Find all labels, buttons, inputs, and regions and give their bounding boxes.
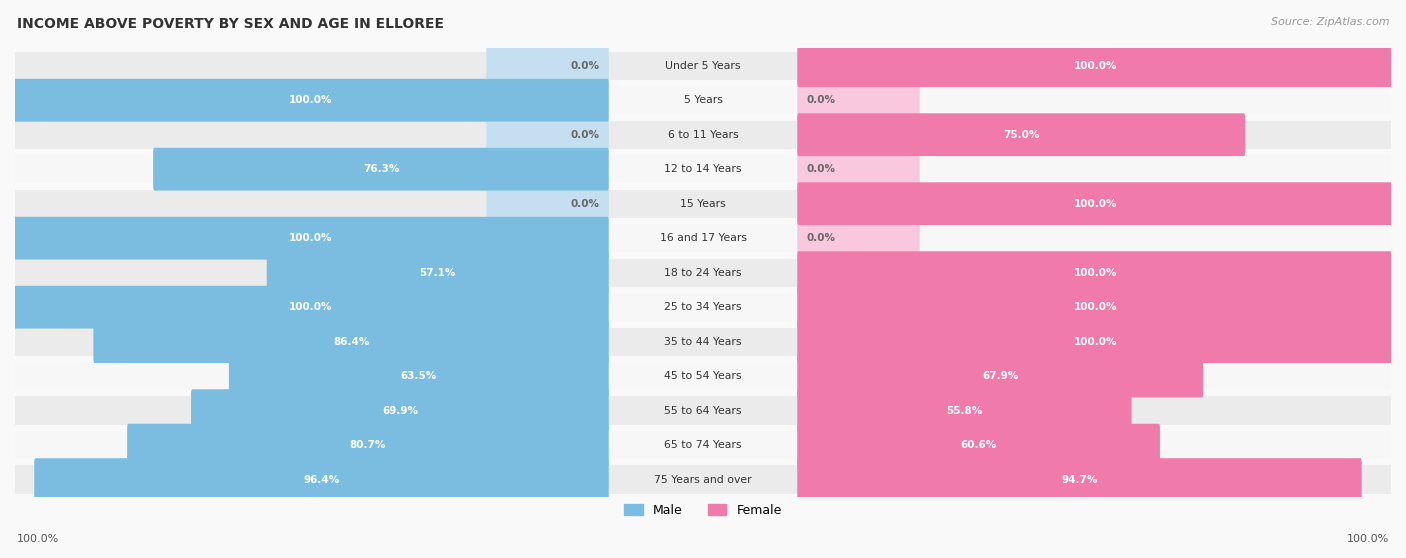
Text: 100.0%: 100.0% <box>290 233 333 243</box>
Text: 0.0%: 0.0% <box>571 199 600 209</box>
Bar <box>15 224 1391 252</box>
Text: 35 to 44 Years: 35 to 44 Years <box>664 336 742 347</box>
Text: 80.7%: 80.7% <box>350 440 387 450</box>
Text: 100.0%: 100.0% <box>1073 302 1116 312</box>
Bar <box>15 362 1391 390</box>
FancyBboxPatch shape <box>191 389 609 432</box>
Text: 0.0%: 0.0% <box>571 61 600 71</box>
Bar <box>15 258 1391 287</box>
Text: 60.6%: 60.6% <box>960 440 997 450</box>
Bar <box>15 51 1391 80</box>
FancyBboxPatch shape <box>34 458 609 501</box>
FancyBboxPatch shape <box>797 79 920 122</box>
FancyBboxPatch shape <box>797 286 1393 329</box>
FancyBboxPatch shape <box>797 148 920 191</box>
FancyBboxPatch shape <box>229 355 609 397</box>
Text: 57.1%: 57.1% <box>419 268 456 278</box>
Text: 63.5%: 63.5% <box>401 371 437 381</box>
Text: 100.0%: 100.0% <box>1347 534 1389 544</box>
FancyBboxPatch shape <box>797 355 1204 397</box>
Bar <box>15 431 1391 459</box>
Bar <box>15 397 1391 425</box>
Text: 15 Years: 15 Years <box>681 199 725 209</box>
FancyBboxPatch shape <box>797 217 920 259</box>
Text: 100.0%: 100.0% <box>1073 61 1116 71</box>
Bar <box>15 465 1391 494</box>
Text: 69.9%: 69.9% <box>382 406 418 416</box>
Text: 18 to 24 Years: 18 to 24 Years <box>664 268 742 278</box>
Bar <box>15 86 1391 114</box>
Text: 94.7%: 94.7% <box>1062 475 1098 484</box>
Text: 65 to 74 Years: 65 to 74 Years <box>664 440 742 450</box>
Text: 100.0%: 100.0% <box>290 95 333 105</box>
Text: 0.0%: 0.0% <box>806 233 835 243</box>
FancyBboxPatch shape <box>797 251 1393 294</box>
Text: 12 to 14 Years: 12 to 14 Years <box>664 164 742 174</box>
Text: Under 5 Years: Under 5 Years <box>665 61 741 71</box>
Text: 96.4%: 96.4% <box>304 475 340 484</box>
Text: 6 to 11 Years: 6 to 11 Years <box>668 129 738 140</box>
Text: 100.0%: 100.0% <box>290 302 333 312</box>
FancyBboxPatch shape <box>797 182 1393 225</box>
Legend: Male, Female: Male, Female <box>619 499 787 522</box>
FancyBboxPatch shape <box>13 217 609 259</box>
Text: 0.0%: 0.0% <box>806 164 835 174</box>
FancyBboxPatch shape <box>267 251 609 294</box>
FancyBboxPatch shape <box>93 320 609 363</box>
FancyBboxPatch shape <box>153 148 609 191</box>
FancyBboxPatch shape <box>486 113 609 156</box>
Bar <box>15 155 1391 184</box>
Text: 55.8%: 55.8% <box>946 406 983 416</box>
FancyBboxPatch shape <box>13 79 609 122</box>
Text: 75.0%: 75.0% <box>1002 129 1039 140</box>
FancyBboxPatch shape <box>797 113 1246 156</box>
Text: INCOME ABOVE POVERTY BY SEX AND AGE IN ELLOREE: INCOME ABOVE POVERTY BY SEX AND AGE IN E… <box>17 17 444 31</box>
Text: 0.0%: 0.0% <box>806 95 835 105</box>
Text: 55 to 64 Years: 55 to 64 Years <box>664 406 742 416</box>
Text: 100.0%: 100.0% <box>1073 268 1116 278</box>
Bar <box>15 121 1391 149</box>
Text: 100.0%: 100.0% <box>1073 199 1116 209</box>
Bar <box>15 293 1391 321</box>
FancyBboxPatch shape <box>797 389 1132 432</box>
Text: 16 and 17 Years: 16 and 17 Years <box>659 233 747 243</box>
FancyBboxPatch shape <box>486 182 609 225</box>
Text: 0.0%: 0.0% <box>571 129 600 140</box>
FancyBboxPatch shape <box>486 44 609 87</box>
FancyBboxPatch shape <box>127 424 609 466</box>
FancyBboxPatch shape <box>797 458 1361 501</box>
Bar <box>15 190 1391 218</box>
Text: 45 to 54 Years: 45 to 54 Years <box>664 371 742 381</box>
Text: 5 Years: 5 Years <box>683 95 723 105</box>
Text: 76.3%: 76.3% <box>363 164 399 174</box>
Text: Source: ZipAtlas.com: Source: ZipAtlas.com <box>1271 17 1389 27</box>
Text: 67.9%: 67.9% <box>981 371 1018 381</box>
FancyBboxPatch shape <box>797 424 1160 466</box>
FancyBboxPatch shape <box>797 320 1393 363</box>
Bar <box>15 328 1391 356</box>
Text: 75 Years and over: 75 Years and over <box>654 475 752 484</box>
Text: 100.0%: 100.0% <box>17 534 59 544</box>
Text: 86.4%: 86.4% <box>333 336 370 347</box>
Text: 25 to 34 Years: 25 to 34 Years <box>664 302 742 312</box>
FancyBboxPatch shape <box>797 44 1393 87</box>
FancyBboxPatch shape <box>13 286 609 329</box>
Text: 100.0%: 100.0% <box>1073 336 1116 347</box>
